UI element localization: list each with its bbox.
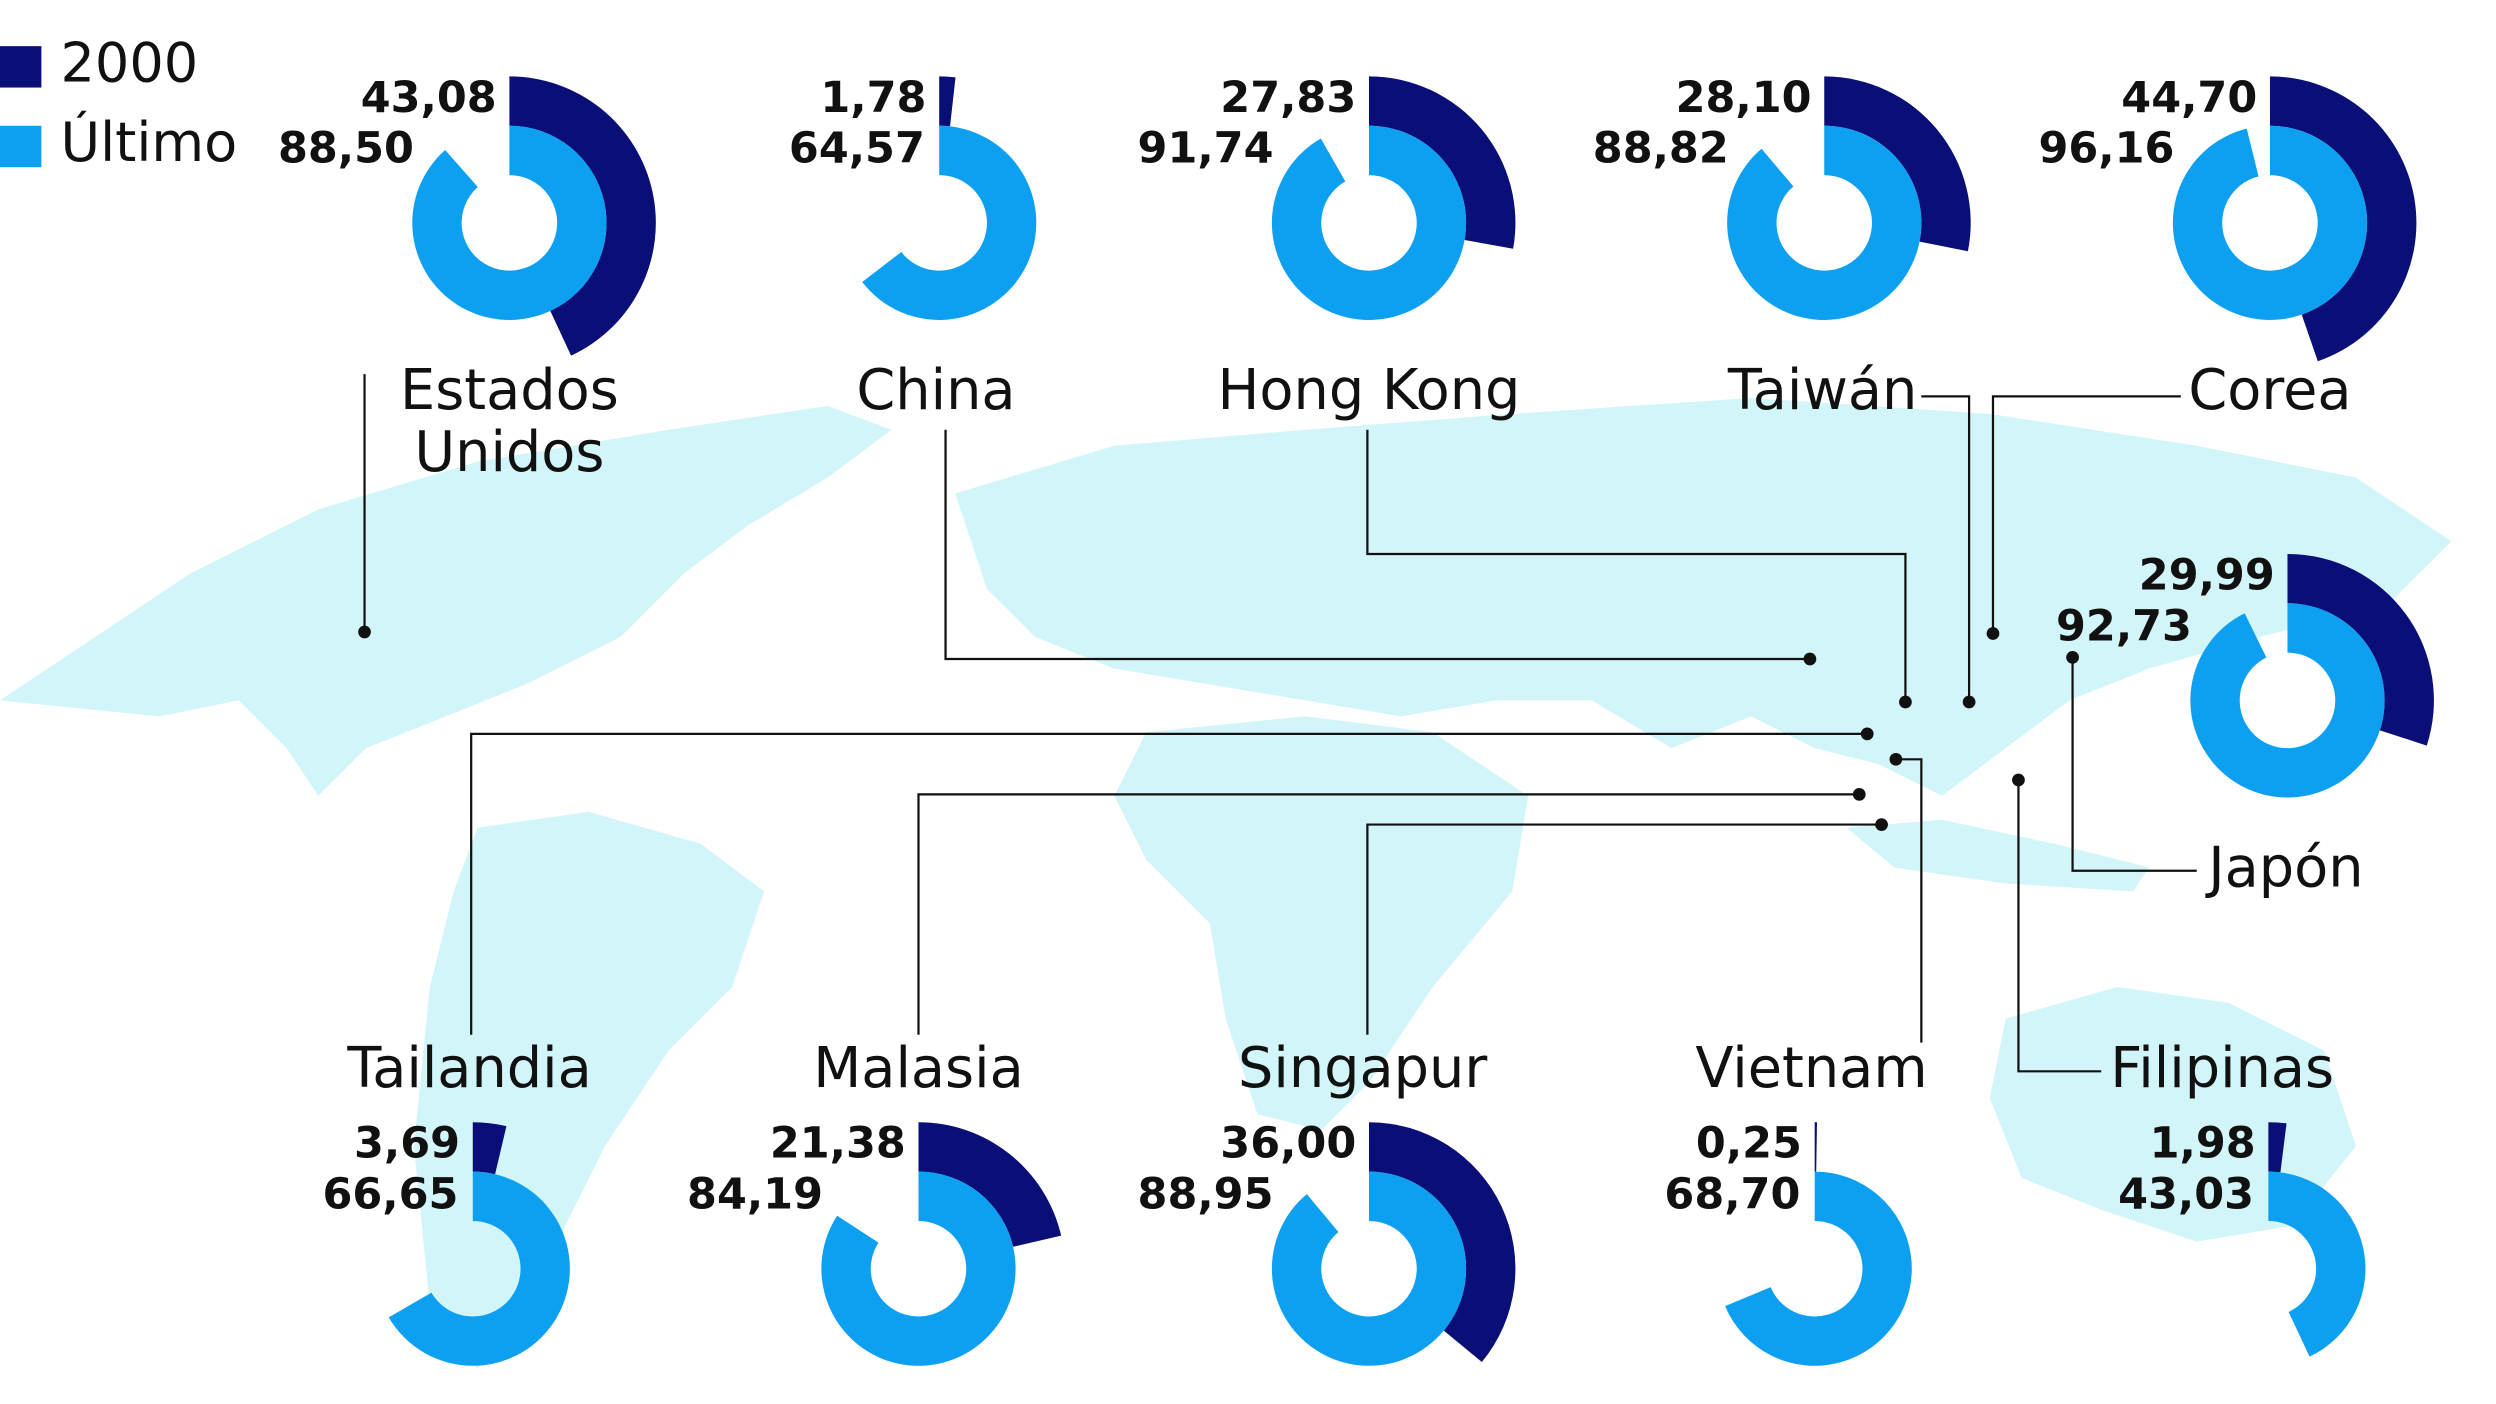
- value-label: 88,95: [1138, 1170, 1274, 1220]
- value-label: 64,57: [789, 124, 925, 174]
- country-label: China: [856, 361, 1016, 424]
- leader-line: [1895, 758, 1923, 1043]
- radial-bar: [412, 125, 607, 320]
- location-dot: [1852, 787, 1866, 801]
- country-label-box: Malasia: [813, 1039, 1024, 1102]
- location-dot: [1803, 652, 1817, 666]
- country-label: Filipinas: [2110, 1039, 2335, 1102]
- radial-bar: [1824, 76, 1971, 252]
- value-label: 43,08: [361, 73, 497, 123]
- legend-label: Último: [60, 111, 237, 174]
- legend-label: 2000: [60, 31, 198, 94]
- leader-line: [1921, 395, 1971, 702]
- location-dot: [1986, 627, 2000, 640]
- radial-bar: [1271, 1171, 1467, 1366]
- map-americas-north: [0, 405, 892, 796]
- country-label-box: Corea: [2188, 361, 2352, 424]
- leader-line: [2017, 780, 2102, 1073]
- value-label: 91,74: [1138, 124, 1274, 174]
- value-label: 84,19: [687, 1170, 823, 1220]
- country-label-box: Taiwán: [1727, 361, 1918, 424]
- legend-swatch: [0, 125, 42, 168]
- country-label: Japón: [2208, 838, 2364, 901]
- country-label-box: Japón: [2208, 838, 2364, 901]
- radial-bar: [2268, 1122, 2287, 1173]
- country-label-box: Hong Kong: [1217, 361, 1521, 424]
- radial-bar: [2268, 1171, 2366, 1357]
- radial-bar: [862, 125, 1037, 320]
- radial-bar: [2269, 76, 2417, 362]
- leader-lines: [358, 374, 2197, 1073]
- value-label: 28,10: [1676, 73, 1812, 123]
- leader-line: [1366, 823, 1882, 1035]
- value-label: 43,03: [2118, 1170, 2254, 1220]
- location-dot: [1889, 752, 1903, 766]
- country-label-box: Filipinas: [2110, 1039, 2335, 1102]
- radial-bar: [472, 1122, 507, 1175]
- leader-line: [1991, 395, 2181, 634]
- radial-bar: [1725, 1171, 1912, 1366]
- value-label: 68,70: [1664, 1170, 1800, 1220]
- country-label-box: Vietnam: [1695, 1039, 1928, 1102]
- country-label: Taiwán: [1727, 361, 1918, 424]
- country-label: Estados Unidos: [400, 361, 619, 486]
- value-label: 29,99: [2139, 550, 2275, 600]
- leader-line: [2071, 657, 2197, 872]
- country-label: Corea: [2188, 361, 2352, 424]
- radial-bar: [918, 1122, 1062, 1247]
- country-label: Singapur: [1237, 1039, 1488, 1102]
- radial-bar: [2190, 603, 2385, 798]
- location-dot: [1860, 727, 1874, 741]
- leader-line: [1366, 429, 1907, 702]
- radial-bar: [1368, 76, 1516, 249]
- radial-bar: [821, 1171, 1016, 1366]
- map-africa: [1114, 716, 1529, 1131]
- value-label: 88,82: [1593, 124, 1729, 174]
- radial-bar: [509, 76, 656, 356]
- location-dot: [2012, 773, 2025, 787]
- value-label: 3,69: [354, 1119, 460, 1169]
- country-label-box: China: [856, 361, 1016, 424]
- radial-bar: [1368, 1122, 1516, 1363]
- leader-line: [917, 793, 1860, 1035]
- legend-swatch: [0, 46, 42, 88]
- country-label-box: Tailandia: [347, 1039, 592, 1102]
- value-label: 88,50: [278, 124, 414, 174]
- value-label: 36,00: [1220, 1119, 1356, 1169]
- country-label: Vietnam: [1695, 1039, 1928, 1102]
- value-label: 1,78: [820, 73, 926, 123]
- value-label: 0,25: [1696, 1119, 1802, 1169]
- map-eurasia: [955, 397, 2452, 796]
- value-label: 66,65: [323, 1170, 459, 1220]
- radial-bar: [2287, 553, 2434, 746]
- radial-bar: [388, 1171, 570, 1366]
- value-label: 44,70: [2121, 73, 2257, 123]
- value-label: 27,83: [1220, 73, 1356, 123]
- country-label-box: Singapur: [1237, 1039, 1488, 1102]
- leader-line: [470, 732, 1868, 1035]
- map-australia: [1989, 986, 2356, 1242]
- value-label: 1,98: [2150, 1119, 2256, 1169]
- radial-bar: [1814, 1122, 1817, 1172]
- location-dot: [1875, 818, 1888, 831]
- value-label: 92,73: [2056, 601, 2192, 651]
- radial-bar: [2172, 125, 2368, 320]
- value-label: 96,16: [2039, 124, 2175, 174]
- country-label: Malasia: [813, 1039, 1024, 1102]
- location-dot: [2066, 651, 2079, 664]
- radial-bar: [939, 76, 956, 127]
- country-label: Tailandia: [347, 1039, 592, 1102]
- radial-bar: [1271, 125, 1467, 320]
- radial-bar: [1727, 125, 1922, 320]
- country-label: Hong Kong: [1217, 361, 1521, 424]
- location-dot: [1899, 695, 1912, 709]
- leader-line: [944, 429, 1810, 661]
- country-label-box: Estados Unidos: [400, 361, 619, 486]
- location-dot: [358, 625, 371, 639]
- location-dot: [1962, 695, 1976, 709]
- value-label: 21,38: [770, 1119, 906, 1169]
